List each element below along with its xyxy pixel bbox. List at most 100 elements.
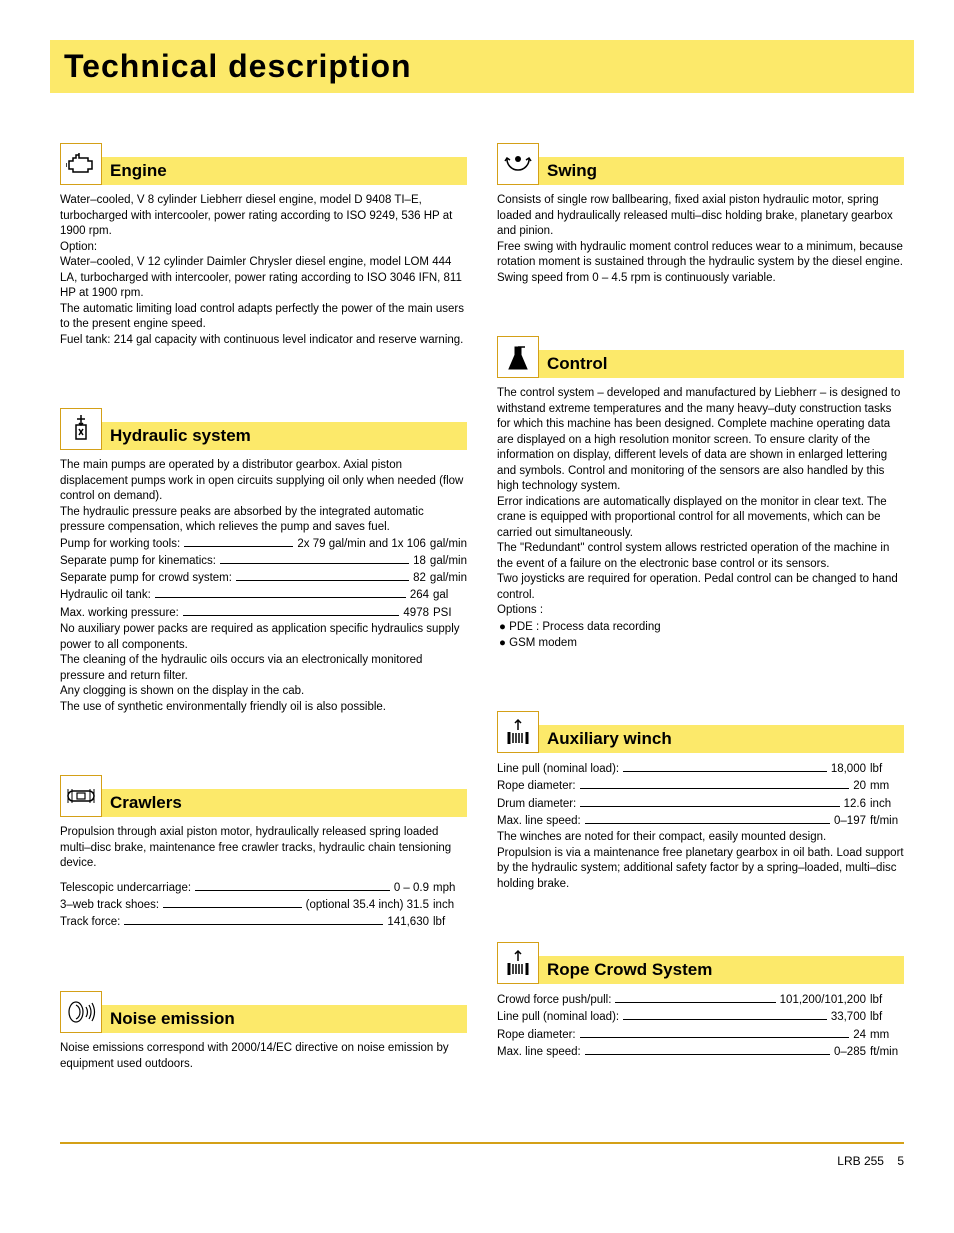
right-column: Swing Consists of single row ballbearing… (497, 143, 904, 1112)
section-title: Noise emission (102, 1005, 467, 1033)
section-title: Auxiliary winch (539, 725, 904, 753)
spec-row: Max. line speed:0–285ft/min (497, 1044, 904, 1061)
section-engine: Engine Water–cooled, V 8 cylinder Liebhe… (60, 143, 467, 348)
spec-unit: gal/min (426, 570, 467, 587)
para: The cleaning of the hydraulic oils occur… (60, 653, 467, 684)
leader-line (195, 890, 390, 891)
footer-model: LRB 255 (837, 1154, 884, 1168)
spec-value: 82 (413, 570, 426, 587)
section-title: Crawlers (102, 789, 467, 817)
spec-unit: lbf (866, 1009, 904, 1026)
hydraulic-icon (60, 408, 102, 450)
footer-page: 5 (897, 1154, 904, 1168)
para: The main pumps are operated by a distrib… (60, 458, 467, 505)
winch-icon (497, 711, 539, 753)
para: Option: (60, 240, 467, 256)
spec-label: Crowd force push/pull: (497, 992, 611, 1009)
section-title: Rope Crowd System (539, 956, 904, 984)
spec-row: Separate pump for crowd system: 82gal/min (60, 570, 467, 587)
page-title: Technical description (64, 48, 900, 85)
noise-icon (60, 991, 102, 1033)
para: The hydraulic pressure peaks are absorbe… (60, 505, 467, 536)
spec-unit: mph (429, 880, 467, 897)
spec-label: Drum diameter: (497, 796, 576, 813)
winch-icon (497, 942, 539, 984)
section-swing: Swing Consists of single row ballbearing… (497, 143, 904, 286)
spec-unit: inch (429, 897, 467, 914)
leader-line (585, 823, 830, 824)
spec-label: Max. working pressure: (60, 605, 179, 622)
spec-row: Rope diameter:24mm (497, 1027, 904, 1044)
spec-value: 12.6 (844, 796, 866, 813)
spec-label: Max. line speed: (497, 1044, 581, 1061)
spec-list: Pump for working tools:2x 79 gal/min and… (60, 536, 467, 622)
leader-line (184, 546, 293, 547)
spec-row: Line pull (nominal load):33,700lbf (497, 1009, 904, 1026)
section-header: Engine (60, 143, 467, 185)
control-icon (497, 336, 539, 378)
para: The automatic limiting load control adap… (60, 302, 467, 333)
spec-value: 264 (410, 587, 429, 604)
columns: Engine Water–cooled, V 8 cylinder Liebhe… (60, 143, 904, 1112)
section-hydraulic: Hydraulic system The main pumps are oper… (60, 408, 467, 715)
spec-label: 3–web track shoes: (60, 897, 159, 914)
spec-unit: gal/min (426, 553, 467, 570)
section-rope-crowd: Rope Crowd System Crowd force push/pull:… (497, 942, 904, 1061)
spec-label: Hydraulic oil tank: (60, 587, 151, 604)
spec-value: 24 (853, 1027, 866, 1044)
leader-line (183, 615, 400, 616)
spec-value: 0 – 0.9 (394, 880, 429, 897)
para: No auxiliary power packs are required as… (60, 622, 467, 653)
para: The control system – developed and manuf… (497, 386, 904, 495)
section-aux-winch: Auxiliary winch Line pull (nominal load)… (497, 711, 904, 892)
section-header: Rope Crowd System (497, 942, 904, 984)
para: Free swing with hydraulic moment control… (497, 240, 904, 271)
spec-label: Telescopic undercarriage: (60, 880, 191, 897)
spec-value: 20 (853, 778, 866, 795)
spec-unit: ft/min (866, 813, 904, 830)
spec-unit: mm (866, 1027, 904, 1044)
section-header: Auxiliary winch (497, 711, 904, 753)
section-title: Engine (102, 157, 467, 185)
spec-unit: PSI (429, 605, 467, 622)
footer: LRB 255 5 (60, 1142, 904, 1168)
spec-list: Line pull (nominal load):18,000lbfRope d… (497, 761, 904, 830)
rope-crowd-body: Crowd force push/pull:101,200/101,200lbf… (497, 992, 904, 1061)
aux-winch-body: Line pull (nominal load):18,000lbfRope d… (497, 761, 904, 892)
section-header: Hydraulic system (60, 408, 467, 450)
noise-body: Noise emissions correspond with 2000/14/… (60, 1041, 467, 1072)
options-list: PDE : Process data recordingGSM modem (497, 619, 904, 651)
spec-unit: lbf (866, 992, 904, 1009)
swing-body: Consists of single row ballbearing, fixe… (497, 193, 904, 286)
spec-value: 141,630 (387, 914, 429, 931)
para: The winches are noted for their compact,… (497, 830, 904, 846)
para: Error indications are automatically disp… (497, 495, 904, 542)
crawlers-body: Propulsion through axial piston motor, h… (60, 825, 467, 931)
spec-row: Hydraulic oil tank:264gal (60, 587, 467, 604)
spec-row: Track force:141,630lbf (60, 914, 467, 931)
spec-value: (optional 35.4 inch) 31.5 (306, 897, 429, 914)
spec-row: Rope diameter:20mm (497, 778, 904, 795)
para: The use of synthetic environmentally fri… (60, 700, 467, 716)
spec-label: Max. line speed: (497, 813, 581, 830)
para: Water–cooled, V 8 cylinder Liebherr dies… (60, 193, 467, 240)
leader-line (580, 788, 850, 789)
section-header: Control (497, 336, 904, 378)
para: Fuel tank: 214 gal capacity with continu… (60, 333, 467, 349)
list-item: PDE : Process data recording (499, 619, 904, 635)
leader-line (236, 580, 409, 581)
spec-value: 33,700 (831, 1009, 866, 1026)
crawlers-icon (60, 775, 102, 817)
spec-row: Drum diameter:12.6inch (497, 796, 904, 813)
spec-label: Separate pump for crowd system: (60, 570, 232, 587)
spec-row: Crowd force push/pull:101,200/101,200lbf (497, 992, 904, 1009)
swing-icon (497, 143, 539, 185)
spec-row: Separate pump for kinematics:18gal/min (60, 553, 467, 570)
para: Water–cooled, V 12 cylinder Daimler Chry… (60, 255, 467, 302)
spec-label: Rope diameter: (497, 778, 576, 795)
spec-list: Telescopic undercarriage: 0 – 0.9mph 3–web… (60, 880, 467, 932)
para: Noise emissions correspond with 2000/14/… (60, 1041, 467, 1072)
spec-list: Crowd force push/pull:101,200/101,200lbf… (497, 992, 904, 1061)
para: Options : (497, 603, 904, 619)
para: Propulsion through axial piston motor, h… (60, 825, 467, 872)
